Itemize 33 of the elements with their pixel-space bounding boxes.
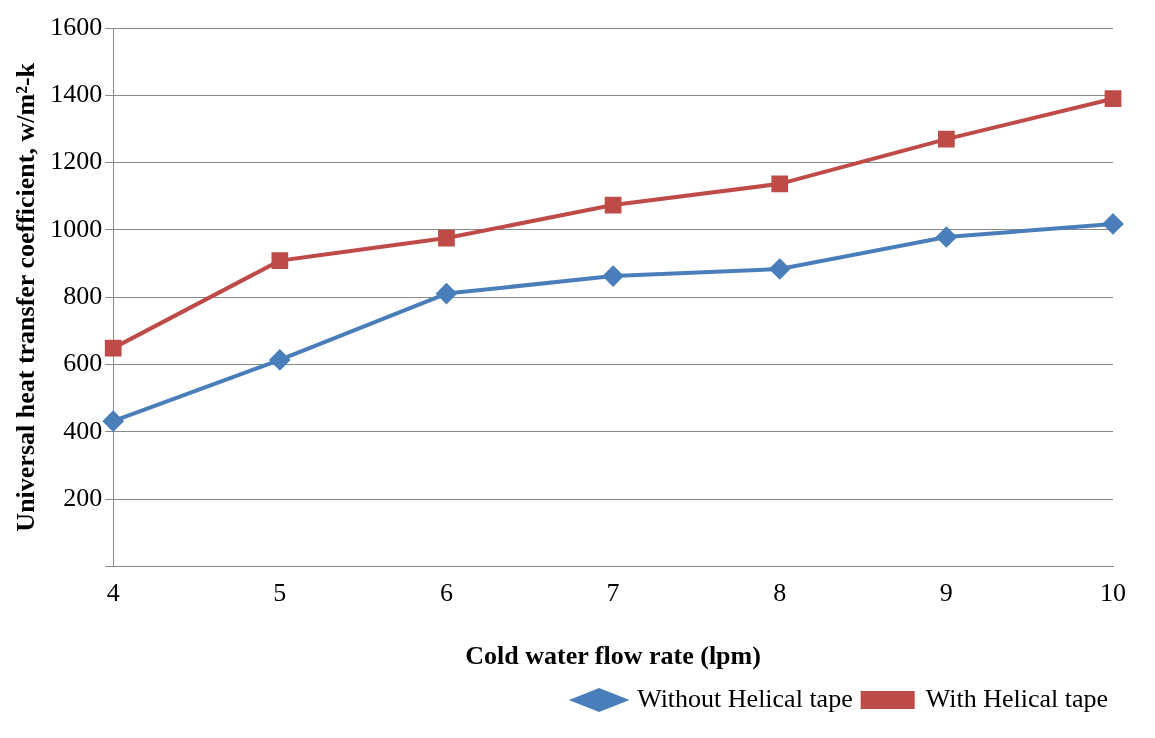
y-tick-label: 1600	[50, 11, 103, 41]
point	[436, 283, 457, 304]
y-tick-label: 600	[63, 348, 103, 378]
point	[104, 339, 122, 357]
y-tick-label: 400	[63, 415, 103, 445]
x-tick-label: 5	[273, 578, 287, 608]
legend-label: With Helical tape	[925, 683, 1109, 713]
y-tick-label: 200	[63, 483, 103, 513]
point	[438, 229, 455, 247]
point	[938, 130, 955, 148]
x-tick-label: 6	[439, 578, 453, 608]
point	[269, 349, 290, 370]
point	[936, 227, 957, 248]
point	[1104, 90, 1122, 108]
point	[604, 196, 622, 214]
point	[603, 266, 624, 287]
x-axis-title: Cold water flow rate (lpm)	[465, 641, 761, 671]
x-tick-label: 7	[606, 578, 620, 608]
x-tick-label: 4	[106, 578, 120, 608]
x-tick-label: 8	[773, 578, 787, 608]
x-tick-label: 9	[939, 578, 953, 608]
point	[769, 259, 790, 280]
legend-label: Without Helical tape	[637, 683, 853, 713]
x-tick-label: 10	[1100, 578, 1126, 608]
y-tick-label: 1200	[50, 146, 103, 176]
point	[771, 175, 789, 193]
point	[103, 411, 124, 432]
point	[1103, 213, 1123, 234]
y-tick-label: 800	[63, 281, 103, 311]
y-axis-title: Universal heat transfer coefficient, w/m²-k	[11, 62, 41, 532]
y-tick-label: 1400	[50, 79, 103, 109]
y-tick-label: 1000	[50, 213, 103, 243]
point	[271, 252, 289, 269]
